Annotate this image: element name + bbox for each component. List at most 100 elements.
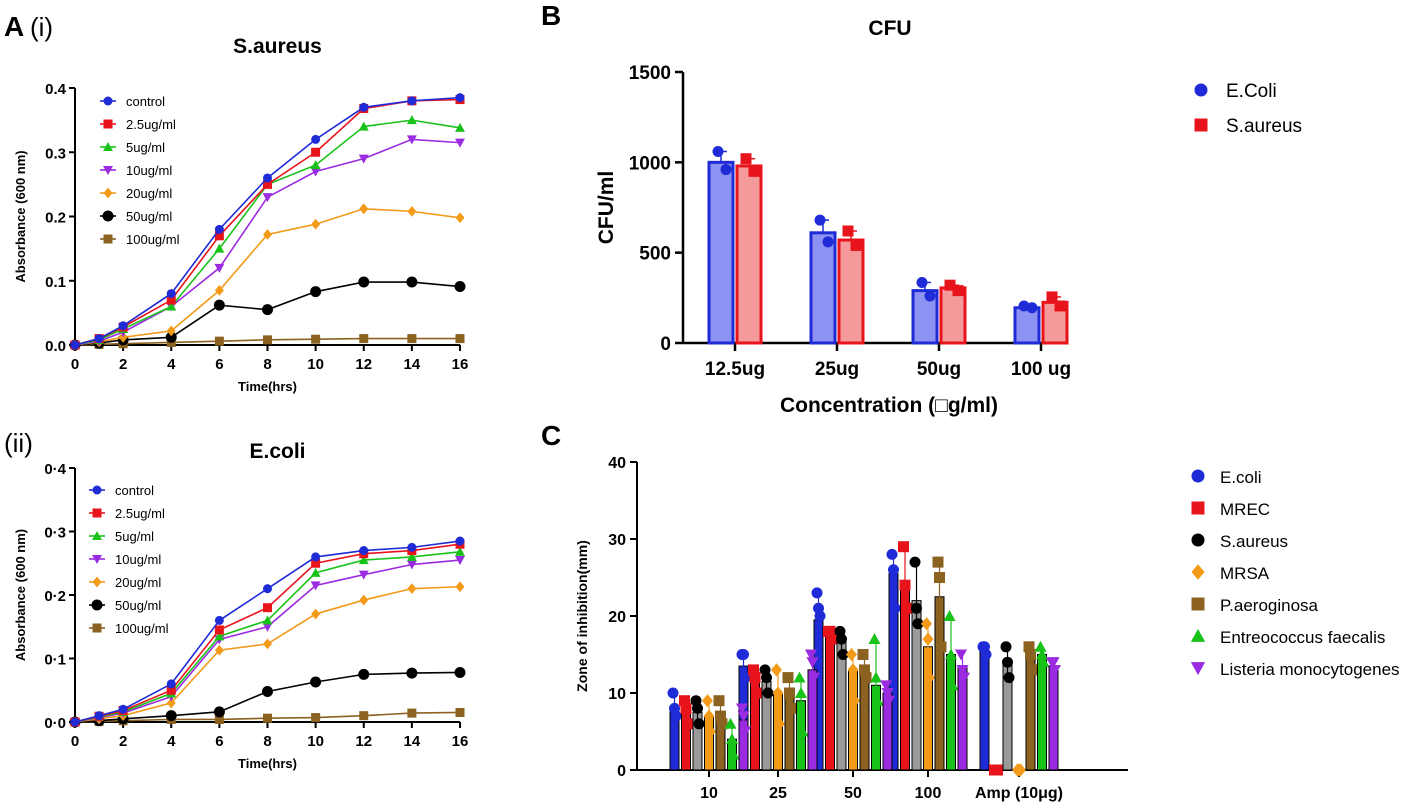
x-tick-label: 16 [452, 733, 469, 750]
series-line [74, 96, 461, 346]
data-point [1003, 672, 1015, 684]
data-point [455, 122, 465, 132]
data-point [406, 115, 417, 125]
data-point [727, 748, 740, 760]
data-point [898, 541, 909, 553]
legend-marker [1194, 118, 1208, 132]
data-point [214, 243, 225, 253]
data-point [901, 602, 912, 614]
x-tick-label: 0 [71, 733, 79, 750]
data-point [720, 164, 732, 176]
data-point [735, 703, 749, 715]
cfu-bar-chart: CFU 0 500 1000 1500 CFU/ml Concentration (□g/m… [595, 17, 1302, 417]
panel-label-b: B [541, 0, 561, 31]
legend-label: MREC [1220, 500, 1270, 519]
data-point [166, 289, 176, 299]
data-point [214, 231, 224, 241]
bar [1013, 306, 1041, 345]
series-line [74, 585, 461, 723]
legend-marker [102, 210, 114, 222]
y-axis-label: Absorbance (600 nm) [13, 529, 28, 661]
data-point [94, 711, 104, 721]
data-point [782, 672, 794, 684]
data-point [715, 710, 726, 722]
data-point [213, 299, 225, 311]
data-point [263, 713, 272, 723]
x-tick-label: 6 [215, 733, 223, 750]
y-tick-label: 0 [660, 334, 671, 355]
series-line [74, 543, 461, 723]
x-tick-label: 2 [119, 356, 127, 373]
data-point [842, 225, 854, 237]
data-point [455, 556, 465, 566]
data-point [166, 295, 176, 305]
data-point [712, 145, 724, 157]
panel-label-a: A [4, 11, 24, 42]
data-point [263, 638, 272, 650]
data-point [214, 631, 225, 641]
y-tick-label: 0·1 [44, 652, 66, 669]
data-point [359, 711, 369, 721]
series-line [74, 559, 461, 723]
legend-marker [92, 554, 102, 564]
x-tick-label: 14 [404, 356, 421, 373]
series-line [74, 207, 461, 346]
y-tick-label: 30 [608, 532, 626, 549]
data-point [311, 334, 321, 344]
data-point [869, 671, 883, 683]
data-point [311, 713, 321, 723]
chart-title: E.coli [249, 440, 305, 463]
legend-marker [103, 119, 113, 129]
data-point [944, 648, 958, 660]
data-point [214, 644, 224, 656]
y-tick-label: 1500 [629, 63, 671, 84]
data-point [311, 608, 321, 620]
data-point [407, 205, 417, 217]
data-point [751, 687, 762, 699]
y-axis-label: Absorbance (600 nm) [13, 150, 28, 282]
x-axis-label: Concentration (□g/ml) [780, 394, 998, 417]
data-point [680, 702, 692, 714]
y-tick-label: 40 [608, 455, 626, 472]
legend-label: 100ug/ml [115, 621, 169, 636]
data-point [1035, 648, 1049, 660]
data-point [784, 687, 795, 699]
data-point [806, 657, 819, 669]
y-tick-label: 0.1 [45, 274, 66, 291]
y-tick-label: 1000 [629, 153, 671, 174]
legend-label: control [126, 94, 165, 109]
legend-marker [1194, 83, 1208, 97]
data-point [1002, 656, 1013, 668]
data-point [886, 548, 898, 560]
data-point [954, 649, 968, 661]
data-point [406, 551, 417, 561]
data-point [1015, 763, 1026, 777]
series-line [74, 281, 461, 346]
y-tick-label: 0·4 [44, 461, 66, 478]
data-point [454, 281, 466, 293]
data-point [262, 686, 273, 698]
data-point [359, 102, 369, 112]
legend-marker [92, 508, 102, 518]
data-point [761, 672, 772, 684]
data-point [814, 214, 826, 226]
data-point [310, 581, 321, 591]
legend-label: MRSA [1220, 564, 1270, 583]
data-point [455, 138, 465, 148]
data-point [1048, 664, 1062, 676]
data-point [868, 633, 881, 645]
data-point [850, 239, 862, 251]
data-point [739, 672, 751, 684]
legend-label: 2.5ug/ml [126, 117, 176, 132]
data-point [358, 555, 369, 565]
data-point [118, 704, 128, 714]
data-point [310, 167, 321, 177]
x-axis-label: Time(hrs) [238, 379, 297, 394]
data-point [740, 153, 752, 165]
y-axis-label: Zone of inhibition(mm) [574, 540, 590, 692]
y-tick-label: 0 [617, 763, 626, 780]
data-point [713, 695, 725, 707]
data-point [772, 686, 784, 700]
data-point [837, 649, 849, 660]
y-tick-label: 20 [608, 609, 626, 626]
